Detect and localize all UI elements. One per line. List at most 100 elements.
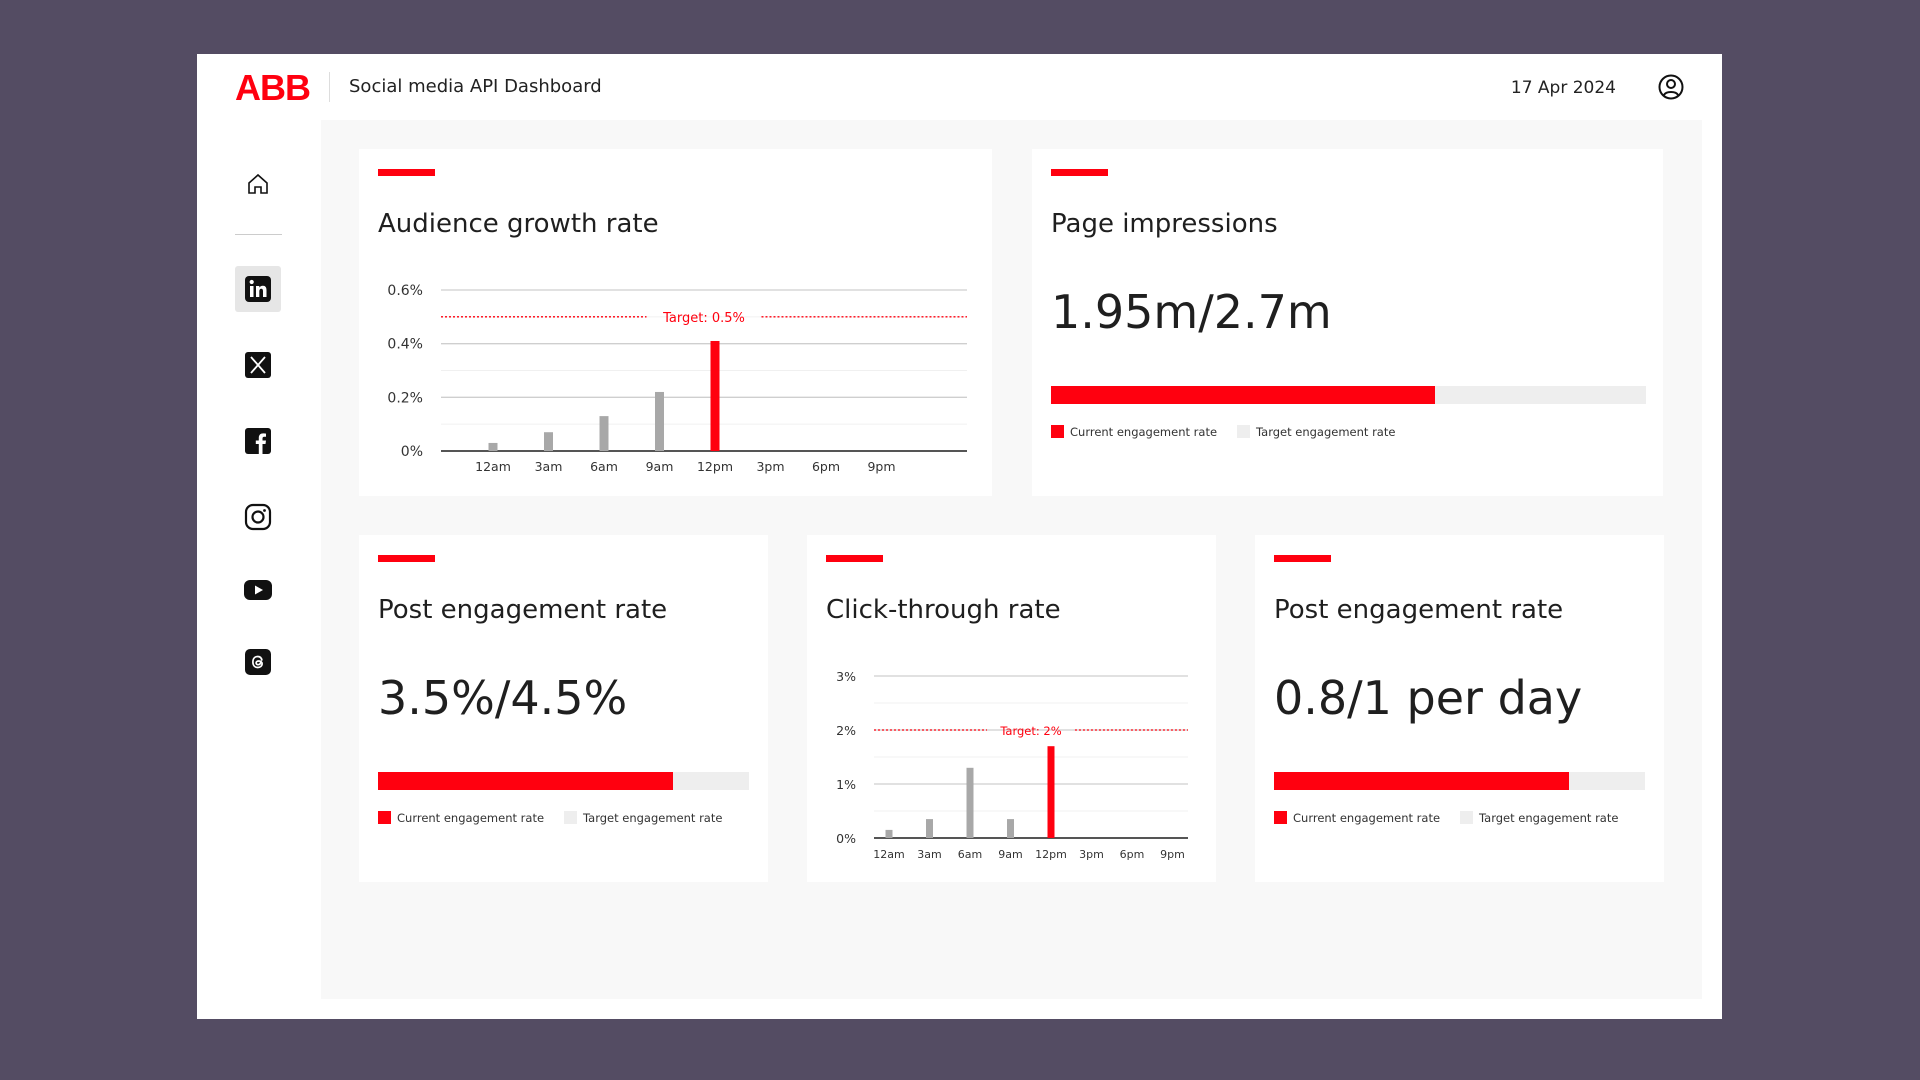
impressions-value: 1.95m/2.7m [1051,285,1332,339]
bar-12pm [1047,746,1055,838]
bar-6am [966,767,974,838]
card-title: Click-through rate [826,595,1061,625]
impressions-progress-bar [1051,386,1646,404]
card-title: Post engagement rate [378,595,668,625]
x-tick-label: 6pm [1120,848,1145,861]
x-tick-label: 9am [646,459,674,474]
card-accent [826,555,883,562]
header-divider [329,72,330,102]
engagement-daily-progress-bar [1274,772,1645,790]
x-tick-label: 3pm [756,459,784,474]
header: ABB Social media API Dashboard 17 Apr 20… [197,54,1722,120]
x-tick-label: 6am [590,459,618,474]
legend-label: Current engagement rate [397,811,545,825]
x-tick-label: 12am [873,848,904,861]
target-label: Target: 0.5% [662,311,745,326]
card-title: Page impressions [1051,209,1278,239]
sidebar-item-home[interactable] [235,161,281,207]
x-icon [245,352,271,378]
progress-fill [1051,386,1435,404]
bar-9am [655,391,664,451]
instagram-icon [244,503,272,531]
sidebar-item-threads[interactable] [235,639,281,685]
app-window: ABB Social media API Dashboard 17 Apr 20… [197,54,1722,1019]
legend-swatch-target [1237,425,1251,438]
x-tick-label: 12pm [697,459,733,474]
y-tick-label: 0.4% [387,337,423,353]
y-tick-label: 0.2% [387,390,423,406]
linkedin-icon [245,276,271,302]
bar-12am [885,829,893,838]
current-date: 17 Apr 2024 [1510,78,1616,98]
legend-swatch-current [1274,811,1287,824]
app-title: Social media API Dashboard [349,76,602,97]
legend: Current engagement rate Target engagemen… [1274,811,1618,825]
x-tick-label: 12pm [1035,848,1067,861]
legend: Current engagement rate Target engagemen… [378,811,722,825]
legend-target: Target engagement rate [1237,425,1395,439]
abb-logo: ABB [235,67,311,108]
x-tick-label: 3am [535,459,563,474]
card-title: Post engagement rate [1274,595,1564,625]
card-click-through-rate: Click-through rate 0% 1% 2% 3% Target: 2% 12a… [807,535,1216,882]
sidebar-divider [235,234,282,235]
progress-fill [378,772,673,790]
legend-current: Current engagement rate [1051,425,1217,439]
audience-growth-chart: 0% 0.2% 0.4% 0.6% Target: 0.5% 12am 3am 6am 9am 1… [387,283,967,474]
x-tick-label: 12am [475,459,511,474]
x-tick-label: 3pm [1079,848,1104,861]
legend-label: Target engagement rate [583,811,723,825]
card-accent [378,169,435,176]
engagement-progress-bar [378,772,749,790]
sidebar-item-linkedin[interactable] [235,266,281,312]
card-accent [378,555,435,562]
click-through-chart: 0% 1% 2% 3% Target: 2% 12am 3am 6am 9am 12pm 3pm 6p… [836,669,1188,861]
x-tick-label: 6pm [812,459,840,474]
legend: Current engagement rate Target engagemen… [1051,425,1395,439]
legend-label: Target engagement rate [1479,811,1619,825]
legend-swatch-target [564,811,578,824]
bar-12pm [710,340,720,451]
engagement-value: 3.5%/4.5% [378,671,628,725]
legend-swatch-current [1051,425,1064,438]
legend-swatch-current [378,811,391,824]
card-page-impressions: Page impressions 1.95m/2.7m Current enga… [1032,149,1663,496]
x-tick-label: 9am [998,848,1022,861]
legend-current: Current engagement rate [378,811,544,825]
x-tick-label: 6am [958,848,982,861]
x-tick-label: 9pm [1160,848,1185,861]
legend-label: Current engagement rate [1293,811,1441,825]
card-title: Audience growth rate [378,209,659,239]
card-post-engagement: Post engagement rate 3.5%/4.5% Current e… [359,535,768,882]
bar-3am [544,432,553,451]
card-post-engagement-daily: Post engagement rate 0.8/1 per day Curre… [1255,535,1664,882]
y-tick-label: 2% [836,723,856,738]
bar-9am [1007,819,1014,838]
card-audience-growth: Audience growth rate 0% 0.2% 0.4% 0.6% Targe… [359,149,992,496]
legend-target: Target engagement rate [564,811,722,825]
threads-icon [245,649,271,675]
legend-swatch-target [1460,811,1474,824]
legend-current: Current engagement rate [1274,811,1440,825]
card-accent [1051,169,1108,176]
y-tick-label: 0% [836,831,856,846]
y-tick-label: 3% [836,669,856,684]
legend-label: Current engagement rate [1070,425,1218,439]
target-label: Target: 2% [999,724,1061,738]
home-icon [248,173,268,194]
engagement-daily-value: 0.8/1 per day [1274,671,1583,725]
facebook-icon [245,428,271,454]
user-account-icon[interactable] [1658,74,1684,100]
sidebar-item-x[interactable] [235,342,281,388]
card-accent [1274,555,1331,562]
x-tick-label: 9pm [867,459,895,474]
legend-label: Target engagement rate [1256,425,1396,439]
sidebar-item-instagram[interactable] [235,494,281,540]
sidebar-item-youtube[interactable] [235,567,281,613]
x-tick-label: 3am [917,848,941,861]
y-tick-label: 0% [401,444,423,460]
bar-3am [926,819,933,838]
y-tick-label: 1% [836,777,856,792]
legend-target: Target engagement rate [1460,811,1618,825]
sidebar-item-facebook[interactable] [235,418,281,464]
